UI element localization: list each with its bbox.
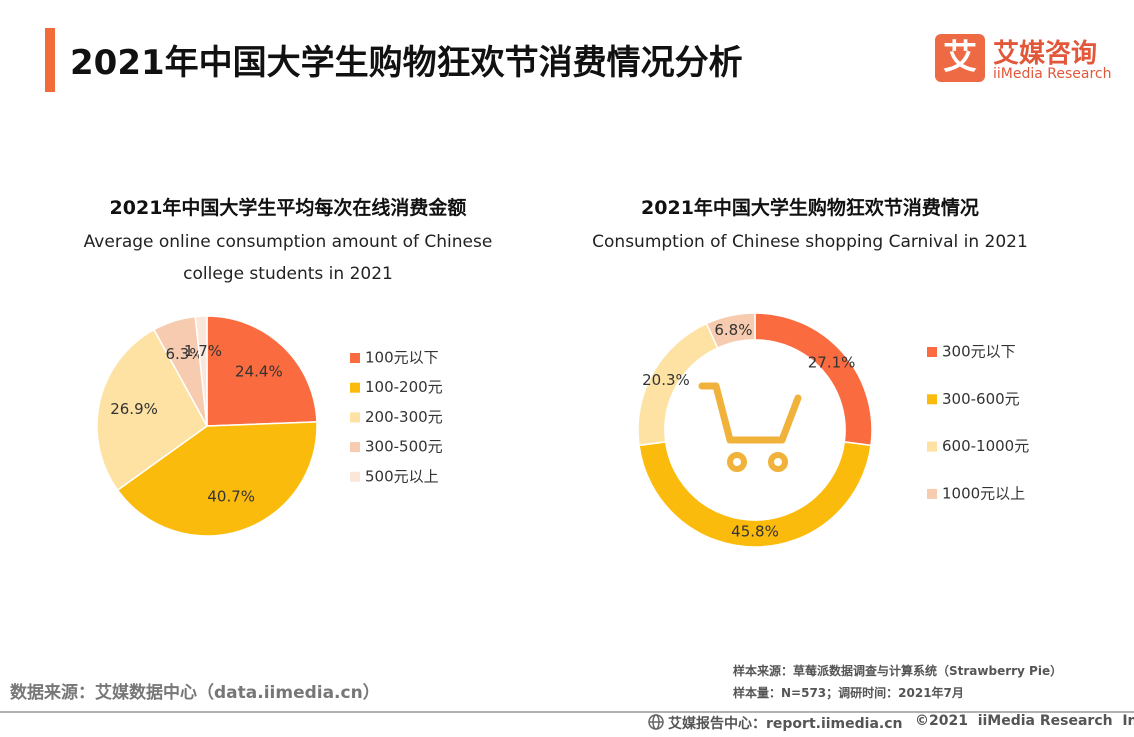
value-label: 20.3%	[642, 371, 690, 389]
slice	[638, 441, 872, 548]
slice	[705, 312, 756, 350]
logo-en: iiMedia Research	[993, 66, 1112, 82]
logo-box	[935, 34, 985, 82]
legend-label: 300-500元	[365, 438, 443, 456]
value-label: 40.7%	[207, 487, 255, 505]
logo-icon: 艾	[943, 38, 977, 78]
legend-swatch	[927, 394, 937, 405]
globe-icon	[648, 714, 664, 730]
legend-label: 200-300元	[365, 408, 443, 426]
sample-source: 样本来源：草莓派数据调查与计算系统（Strawberry Pie）	[733, 664, 1063, 678]
legend-label: 500元以上	[365, 467, 439, 485]
value-label: 6.3%	[166, 345, 204, 363]
legend-label: 100元以下	[365, 349, 439, 367]
value-label: 24.4%	[235, 363, 283, 381]
sample-size: 样本量：N=573；调研时间：2021年7月	[733, 686, 964, 700]
legend-swatch	[350, 412, 360, 423]
chart-title: 2021年中国大学生平均每次在线消费金额	[109, 197, 467, 219]
data-source: 数据来源：艾媒数据中心（data.iimedia.cn）	[10, 683, 380, 703]
legend-swatch	[350, 442, 360, 453]
chart-subtitle: Consumption of Chinese shopping Carnival…	[592, 232, 1028, 252]
title-accent	[45, 28, 55, 92]
slice	[194, 315, 208, 427]
legend-swatch	[350, 353, 360, 363]
report-center: 艾媒报告中心：report.iimedia.cn	[668, 716, 903, 732]
slice	[206, 315, 318, 427]
legend-label: 300元以下	[942, 343, 1016, 361]
value-label: 27.1%	[808, 353, 856, 371]
chart-title: 2021年中国大学生购物狂欢节消费情况	[641, 197, 979, 219]
legend-label: 600-1000元	[942, 437, 1029, 455]
slice	[96, 328, 208, 492]
value-label: 1.7%	[184, 342, 222, 360]
legend-label: 100-200元	[365, 378, 443, 396]
value-label: 45.8%	[731, 522, 779, 540]
legend-swatch	[927, 488, 937, 499]
legend-swatch	[927, 441, 937, 452]
cart-icon	[698, 382, 802, 472]
slice	[116, 421, 318, 537]
legend-label: 1000元以上	[942, 484, 1025, 502]
copyright: ©2021 iiMedia Research Inc	[915, 713, 1134, 729]
value-label: 6.8%	[714, 321, 752, 339]
logo-cn: 艾媒咨询	[993, 39, 1098, 69]
slice	[754, 312, 873, 447]
legend-swatch	[350, 382, 360, 393]
value-label: 26.9%	[110, 400, 158, 418]
legend-swatch	[350, 471, 360, 482]
legend-swatch	[927, 347, 937, 357]
legend-label: 300-600元	[942, 390, 1020, 408]
chart-subtitle: Average online consumption amount of Chi…	[83, 232, 493, 284]
page-title: 2021年中国大学生购物狂欢节消费情况分析	[70, 43, 743, 83]
